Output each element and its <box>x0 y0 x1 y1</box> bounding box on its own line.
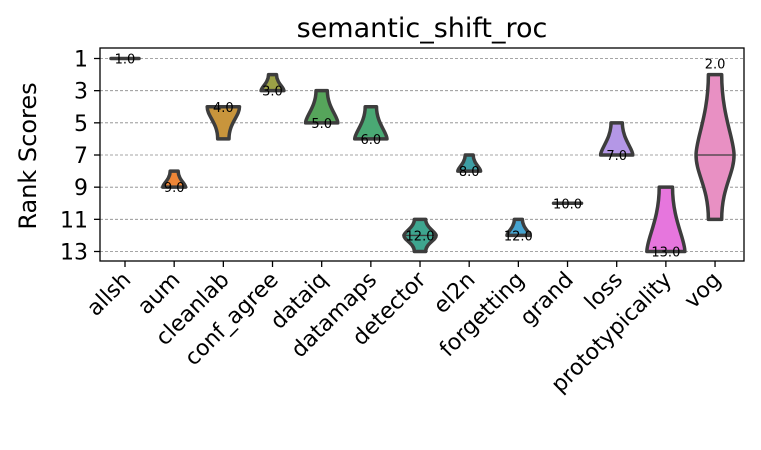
violin-dataiq <box>303 88 340 125</box>
y-tick-label: 3 <box>74 80 88 105</box>
data-label: 7.0 <box>606 149 627 164</box>
violin-datamaps <box>352 105 389 141</box>
data-label: 2.0 <box>705 58 726 73</box>
violin-vog <box>694 72 736 222</box>
violin-body <box>694 72 736 222</box>
violin-detector <box>402 217 438 254</box>
data-label: 3.0 <box>262 85 283 100</box>
y-tick-label: 5 <box>74 112 88 137</box>
chart-title: semantic_shift_roc <box>297 13 548 44</box>
data-label: 8.0 <box>459 165 480 180</box>
data-label: 13.0 <box>651 246 680 261</box>
violin-el2n <box>456 153 483 173</box>
violin-prototypicality <box>645 185 687 254</box>
y-tick-label: 13 <box>60 241 88 266</box>
x-tick-label: vog <box>680 268 726 314</box>
violin-conf_agree <box>259 72 286 93</box>
y-tick-label: 7 <box>74 144 88 169</box>
x-axis: allshaumcleanlabconf_agreedataiqdatamaps… <box>82 261 726 398</box>
data-label: 6.0 <box>361 133 382 148</box>
violin-loss <box>598 121 635 157</box>
data-label: 9.0 <box>164 181 185 196</box>
data-labels: 1.0 9.0 4.0 3.0 5.0 6.0 12.0 8.0 12.0 10.0 7.0 13.0… <box>115 53 726 261</box>
y-tick-label: 1 <box>74 48 88 73</box>
data-label: 1.0 <box>115 53 136 68</box>
x-tick-label: allsh <box>82 268 136 322</box>
y-tick-label: 9 <box>74 176 88 201</box>
violin-forgetting <box>505 217 532 238</box>
violin-cleanlab <box>205 105 242 141</box>
data-label: 12.0 <box>504 229 533 244</box>
data-label: 12.0 <box>406 229 435 244</box>
violin-body <box>205 105 242 141</box>
data-label: 10.0 <box>553 197 582 212</box>
x-tick-label: grand <box>516 268 579 331</box>
y-axis-label: Rank Scores <box>14 82 42 229</box>
data-label: 5.0 <box>311 117 332 132</box>
y-tick-label: 11 <box>60 208 88 233</box>
violin-aum <box>161 169 188 189</box>
data-label: 4.0 <box>213 101 234 116</box>
violins <box>109 56 736 254</box>
